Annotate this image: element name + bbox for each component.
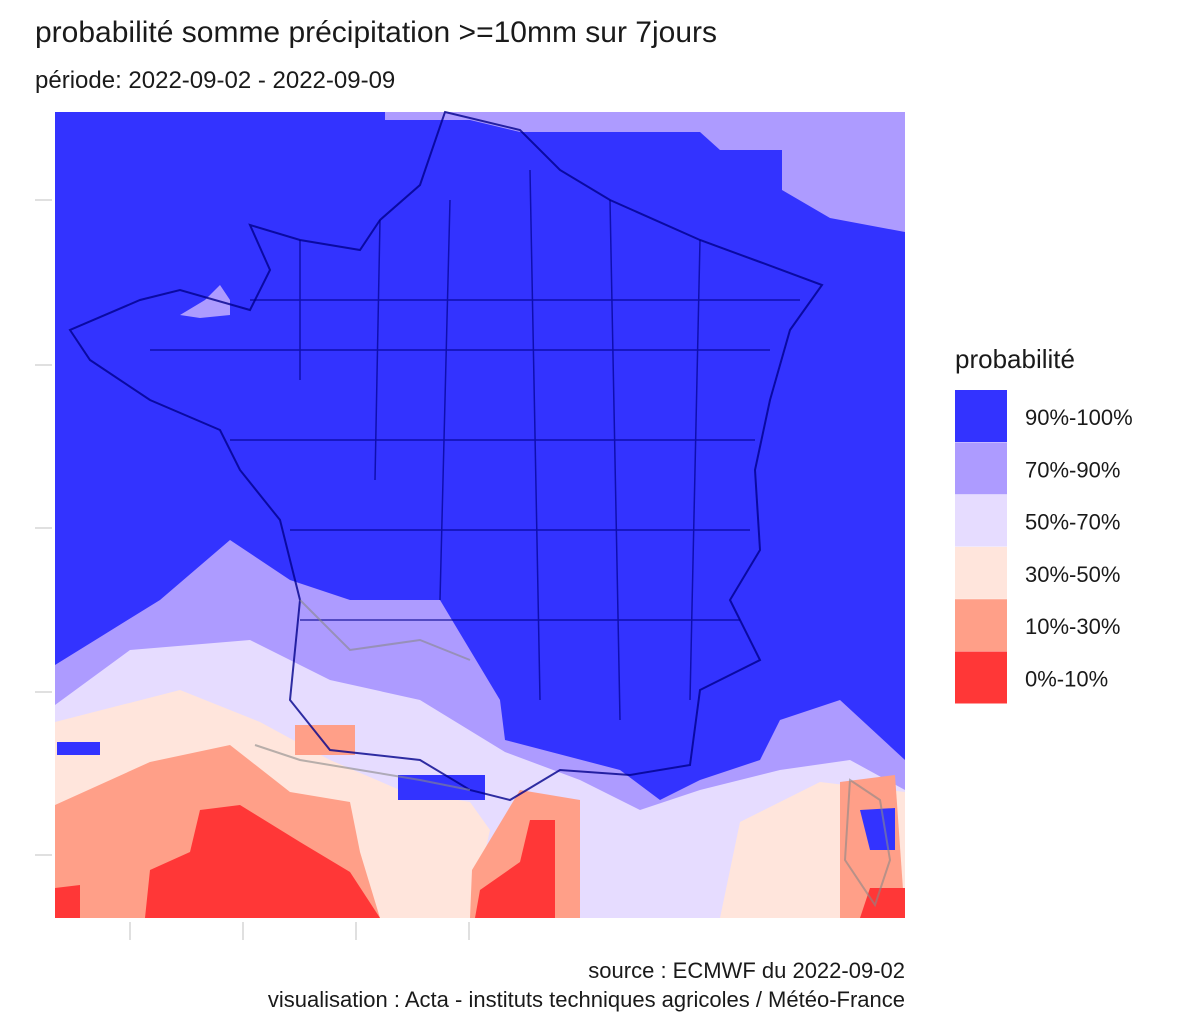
probability-zone	[475, 820, 555, 918]
probability-zone	[295, 725, 355, 755]
title: probabilité somme précipitation >=10mm s…	[35, 16, 717, 49]
legend-swatch	[955, 546, 1007, 599]
probability-zone	[385, 112, 905, 232]
caption-credit: visualisation : Acta - instituts techniq…	[268, 987, 905, 1012]
legend-label: 30%-50%	[1025, 562, 1120, 587]
legend-swatch	[955, 494, 1007, 547]
legend-label: 0%-10%	[1025, 667, 1108, 692]
legend-label: 90%-100%	[1025, 405, 1133, 430]
legend: 90%-100% 70%-90% 50%-70% 30%-50% 10%-30% 0%-1…	[955, 390, 1133, 704]
probability-zone	[860, 888, 905, 918]
legend-label: 50%-70%	[1025, 510, 1120, 535]
legend-label: 70%-90%	[1025, 457, 1120, 482]
legend-label: 10%-30%	[1025, 614, 1120, 639]
probability-zone	[180, 285, 230, 318]
legend-title: probabilité	[955, 344, 1075, 374]
probability-zone	[398, 775, 485, 800]
department-lines	[150, 169, 800, 721]
probability-zone	[57, 742, 100, 755]
france-outline	[68, 110, 824, 802]
caption-source: source : ECMWF du 2022-09-02	[588, 958, 905, 983]
legend-swatch	[955, 390, 1007, 442]
probability-zone	[55, 885, 80, 918]
probability-zone	[145, 805, 380, 918]
legend-swatch	[955, 442, 1007, 495]
map	[55, 110, 905, 918]
legend-swatch	[955, 599, 1007, 652]
legend-swatch	[955, 651, 1007, 704]
axis-ticks	[35, 199, 470, 940]
border-lines	[254, 599, 892, 908]
subtitle: période: 2022-09-02 - 2022-09-09	[35, 67, 395, 94]
